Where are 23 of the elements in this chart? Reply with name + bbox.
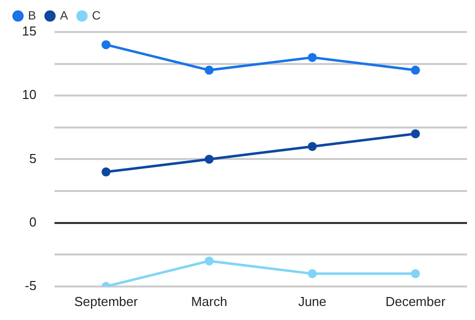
point [308, 52, 317, 62]
point [410, 129, 420, 138]
x-tick-label: December [385, 294, 446, 309]
x-tick-label: September [74, 294, 138, 309]
y-tick-label: 15 [22, 24, 36, 39]
point [410, 66, 420, 75]
point [204, 154, 214, 164]
y-tick-label: -5 [24, 278, 36, 293]
x-tick-label: March [191, 294, 228, 309]
y-tick-label: 10 [22, 87, 36, 102]
y-tick-label: 0 [29, 214, 36, 230]
legend-label: C [92, 8, 102, 22]
point [102, 167, 111, 176]
y-tick-label: 5 [29, 150, 36, 166]
legend-label: A [60, 8, 68, 22]
point [308, 269, 317, 278]
point [410, 269, 420, 278]
point [204, 256, 214, 266]
x-tick-label: June [298, 294, 326, 309]
point [204, 66, 214, 75]
point [308, 142, 317, 151]
legend-label: B [28, 8, 36, 22]
point [102, 40, 111, 50]
